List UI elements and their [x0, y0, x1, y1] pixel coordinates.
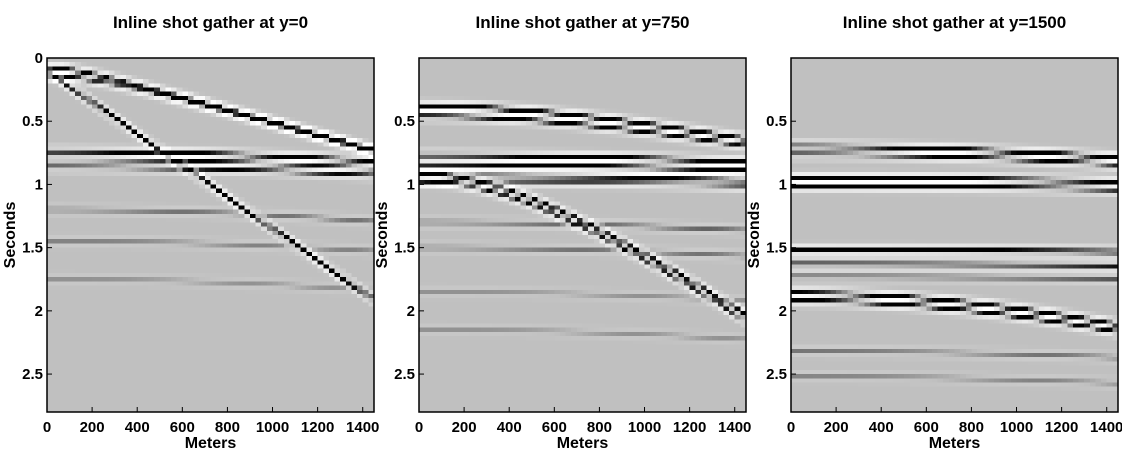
- x-tick-label: 1400: [718, 419, 751, 436]
- x-tick-label: 1000: [628, 419, 661, 436]
- x-tick-label: 200: [824, 419, 849, 436]
- y-tick-label: 1.5: [22, 240, 43, 257]
- y-tick-label: 2: [35, 303, 43, 320]
- y-tick-label: 1: [779, 176, 787, 193]
- x-tick-label: 0: [415, 419, 423, 436]
- x-tick-label: 800: [215, 419, 240, 436]
- amplitude-image: [47, 58, 374, 412]
- amplitude-image: [791, 58, 1118, 412]
- plot-frame: [418, 57, 747, 413]
- x-tick-label: 800: [587, 419, 612, 436]
- x-axis-label: Meters: [185, 435, 237, 452]
- y-axis-label: Seconds: [374, 202, 391, 269]
- chart-title: Inline shot gather at y=750: [476, 13, 690, 32]
- y-tick-label: 2: [407, 303, 415, 320]
- x-axis-label: Meters: [929, 435, 981, 452]
- x-tick-label: 0: [787, 419, 795, 436]
- x-tick-label: 200: [452, 419, 477, 436]
- y-tick-label: 2.5: [766, 366, 787, 383]
- y-tick-label: 1: [407, 176, 415, 193]
- y-tick-label: 0.5: [766, 113, 787, 130]
- x-tick-label: 1000: [1000, 419, 1033, 436]
- x-tick-label: 400: [869, 419, 894, 436]
- shot-gather-panel-2: 0 200 400 600 800 1000 1200 1400 0.5 1 1.5 2 2.5 Inli…: [374, 13, 751, 452]
- y-tick-label: 2.5: [394, 366, 415, 383]
- x-tick-label: 600: [914, 419, 939, 436]
- y-tick-label: 2: [779, 303, 787, 320]
- x-tick-label: 400: [125, 419, 150, 436]
- shot-gather-panel-3: 0 200 400 600 800 1000 1200 1400 0.5 1 1.5 2 2.5 Inli…: [746, 13, 1122, 452]
- shot-gather-panel-1: 0 200 400 600 800 1000 1200 1400 0 0.5 1 1.5 2 2.5 Inl…: [2, 13, 379, 452]
- chart-title: Inline shot gather at y=0: [113, 13, 308, 32]
- y-axis-label: Seconds: [746, 202, 763, 269]
- y-tick-label: 2.5: [22, 366, 43, 383]
- x-tick-label: 1200: [673, 419, 706, 436]
- chart-title: Inline shot gather at y=1500: [843, 13, 1066, 32]
- x-tick-label: 1400: [346, 419, 379, 436]
- y-tick-label: 1.5: [394, 240, 415, 257]
- x-axis-label: Meters: [557, 435, 609, 452]
- x-tick-label: 800: [959, 419, 984, 436]
- y-tick-label: 0: [35, 50, 43, 67]
- x-tick-label: 400: [497, 419, 522, 436]
- x-tick-label: 1000: [256, 419, 289, 436]
- y-axis-label: Seconds: [2, 202, 19, 269]
- y-tick-label: 0.5: [394, 113, 415, 130]
- plot-frame: [790, 57, 1119, 413]
- x-tick-label: 1400: [1090, 419, 1122, 436]
- x-tick-label: 1200: [301, 419, 334, 436]
- x-tick-label: 600: [542, 419, 567, 436]
- x-tick-label: 600: [170, 419, 195, 436]
- x-tick-label: 0: [43, 419, 51, 436]
- plot-frame: [46, 57, 375, 413]
- y-tick-label: 1.5: [766, 240, 787, 257]
- amplitude-image: [419, 58, 746, 412]
- y-tick-label: 0.5: [22, 113, 43, 130]
- x-tick-label: 1200: [1045, 419, 1078, 436]
- x-tick-label: 200: [80, 419, 105, 436]
- y-tick-label: 1: [35, 176, 43, 193]
